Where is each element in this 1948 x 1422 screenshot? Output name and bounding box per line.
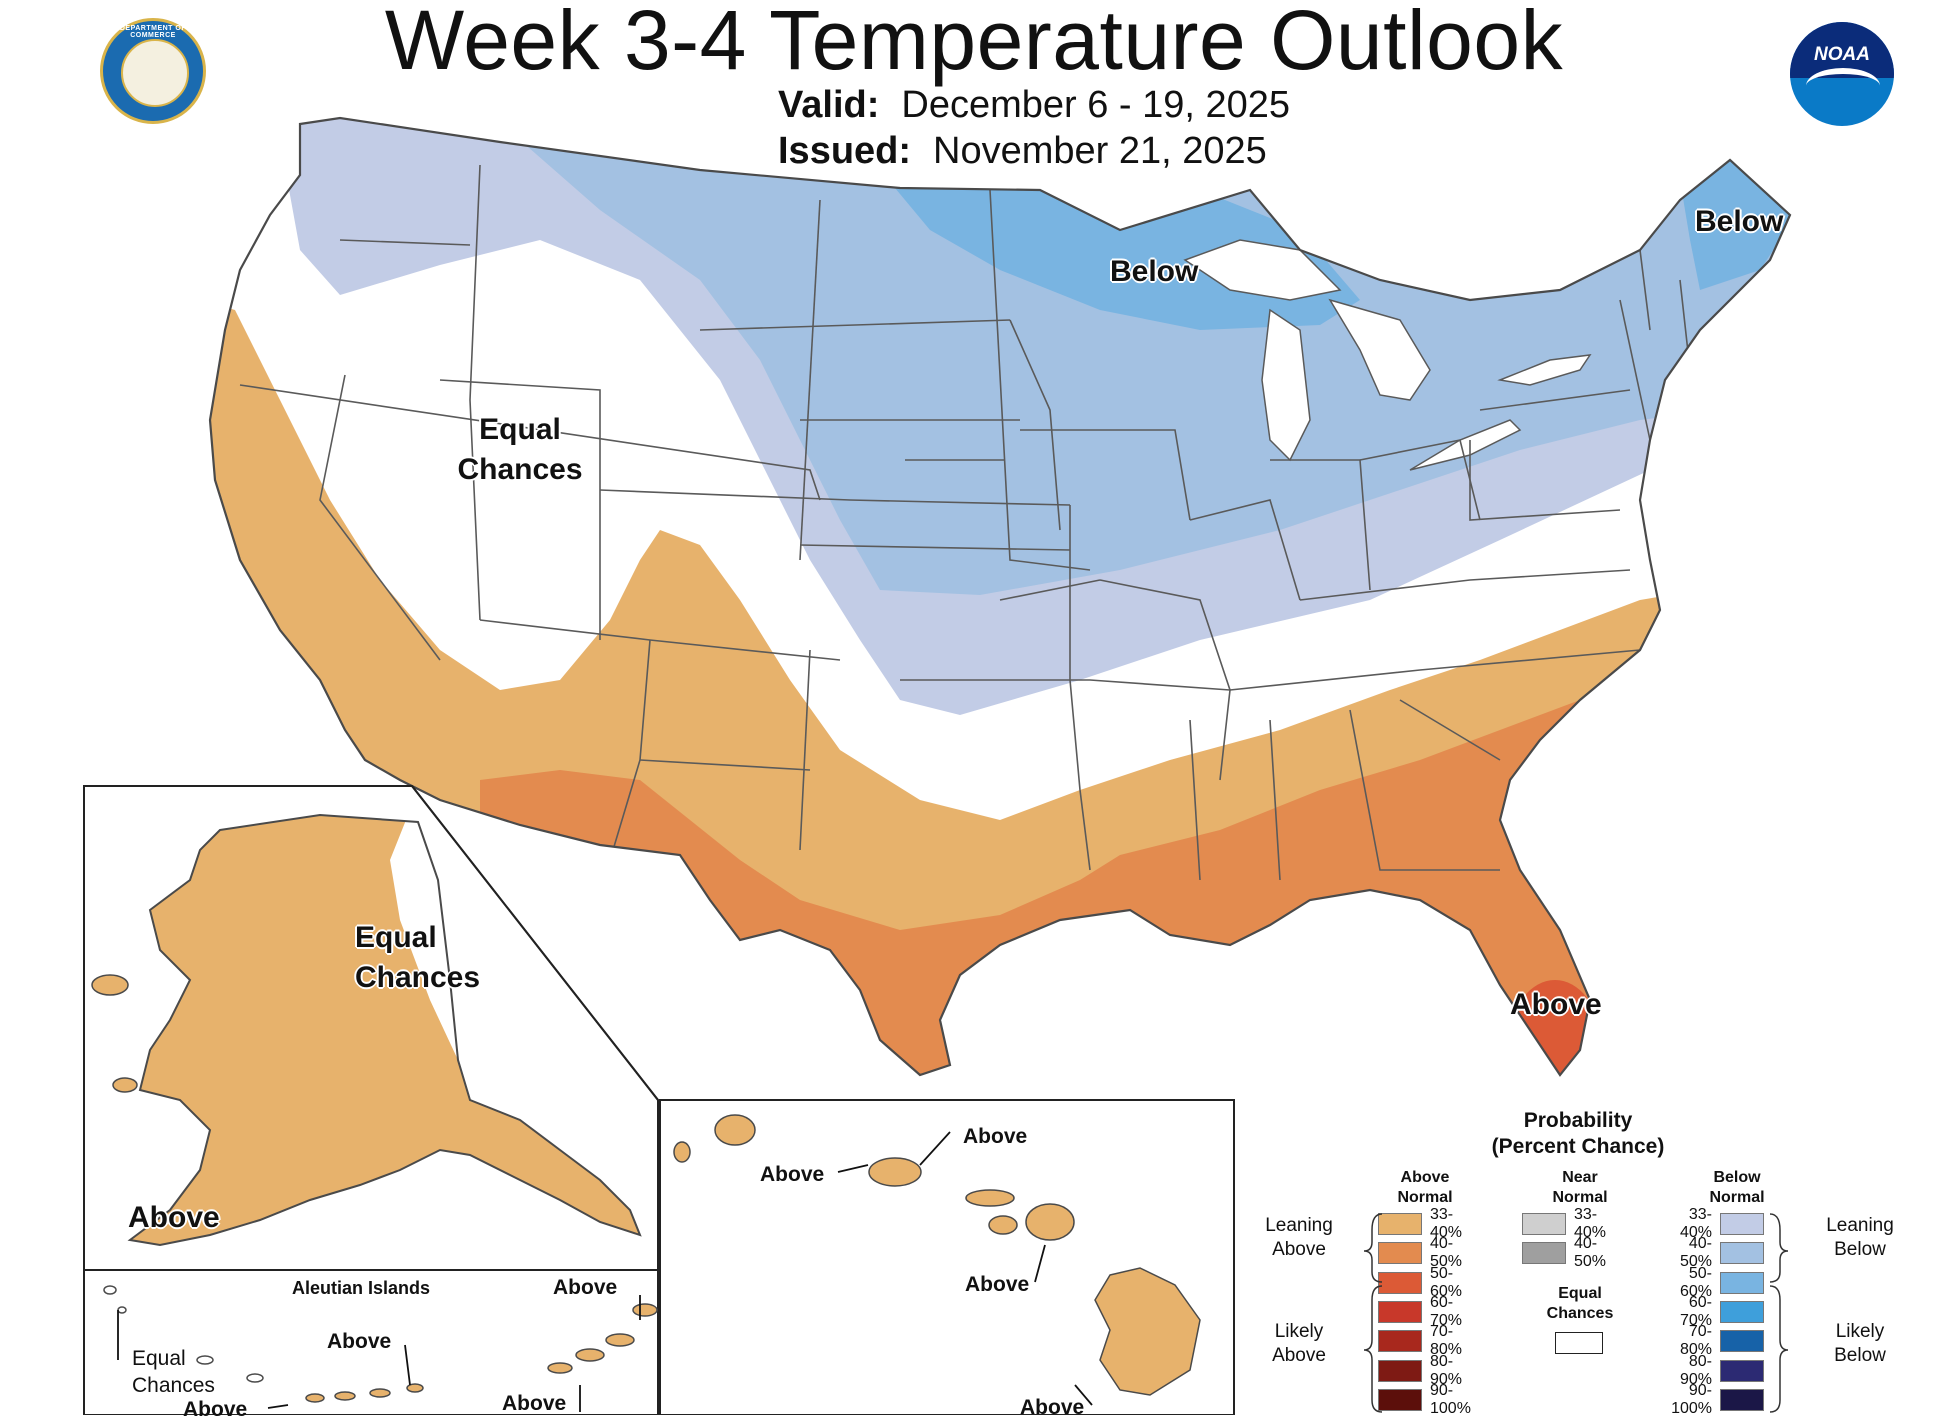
aleutian-above-east-label: Above [553, 1276, 618, 1299]
legend-equal-chances-label: Equal Chances [1546, 1285, 1614, 1322]
legend-below-label: 80-90% [1679, 1352, 1712, 1388]
legend-title: Probability (Percent Chance) [1491, 1109, 1665, 1158]
issued-line: Issued: November 21, 2025 [778, 130, 1267, 173]
legend-above-label: 33-40% [1430, 1206, 1463, 1241]
department-of-commerce-seal-icon: DEPARTMENT OF COMMERCE [100, 18, 206, 124]
legend-above-label: 90-100% [1430, 1381, 1471, 1417]
legend-above-row: 33-40% [1378, 1206, 1492, 1241]
hawaii-above-maui-label: Above [965, 1273, 1030, 1296]
valid-dates: December 6 - 19, 2025 [901, 84, 1291, 126]
legend-near-label: 40-50% [1574, 1235, 1607, 1271]
legend-likely-above: Likely Above [1272, 1321, 1326, 1366]
aleutian-above-bottom-label: Above [502, 1392, 567, 1415]
legend-likely-below: Likely Below [1834, 1321, 1886, 1366]
valid-label: Valid: [778, 84, 880, 126]
legend-below-normal-heading: Below Normal [1709, 1169, 1765, 1206]
legend-above-label: 80-90% [1430, 1352, 1463, 1388]
alaska-equal-chances-label: Equal Chances [355, 921, 481, 994]
legend-below-label: 50-60% [1679, 1264, 1712, 1300]
legend-near-swatch [1522, 1242, 1566, 1265]
alaska-above-label: Above [128, 1201, 220, 1234]
issued-label: Issued: [778, 130, 912, 172]
legend-below-label: 70-80% [1679, 1323, 1712, 1359]
legend-above-row: 50-60% [1378, 1265, 1492, 1300]
legend-above-swatch [1378, 1213, 1422, 1235]
legend-below-swatch [1720, 1359, 1764, 1382]
legend-near-label: 33-40% [1574, 1206, 1607, 1241]
hawaii-above-oahu-right-label: Above [963, 1125, 1028, 1148]
legend-above-swatch [1378, 1388, 1422, 1411]
legend-above-label: 70-80% [1430, 1323, 1463, 1359]
legend-below-swatch [1720, 1300, 1764, 1323]
legend-leaning-below: Leaning Below [1826, 1215, 1894, 1260]
legend-near-normal-heading: Near Normal [1552, 1169, 1608, 1206]
legend-below-row: 80-90% [1650, 1353, 1764, 1388]
legend-above-label: 40-50% [1430, 1235, 1463, 1271]
legend-below-label: 60-70% [1679, 1293, 1712, 1329]
conus-below-north-label: Below [1110, 255, 1199, 288]
seal-text: DEPARTMENT OF COMMERCE [119, 25, 187, 39]
map-title: Week 3-4 Temperature Outlook [384, 0, 1564, 87]
conus-equal-chances-label: Equal Chances [457, 413, 583, 486]
legend-above-swatch [1378, 1300, 1422, 1323]
conus-below-northeast-label: Below [1695, 205, 1784, 238]
legend-below-row: 90-100% [1650, 1382, 1764, 1417]
legend-above-row: 80-90% [1378, 1353, 1492, 1388]
issued-date: November 21, 2025 [933, 130, 1267, 172]
legend-above-row: 40-50% [1378, 1235, 1492, 1270]
noaa-logo-text: NOAA [1814, 44, 1870, 65]
legend-above-swatch [1378, 1359, 1422, 1382]
legend-below-swatch [1720, 1213, 1764, 1235]
conus-above-florida-label: Above [1510, 988, 1602, 1021]
legend-above-row: 90-100% [1378, 1382, 1492, 1417]
hawaii-above-oahu-left-label: Above [760, 1163, 825, 1186]
hawaii-above-bigisland-label: Above [1020, 1396, 1085, 1419]
legend-near-row: 33-40% [1522, 1206, 1636, 1241]
legend-below-row: 40-50% [1650, 1235, 1764, 1270]
legend-below-swatch [1720, 1271, 1764, 1294]
legend-near-swatch [1522, 1213, 1566, 1235]
legend-below-row: 50-60% [1650, 1265, 1764, 1300]
noaa-logo-icon: NOAA [1790, 22, 1894, 126]
legend-above-label: 60-70% [1430, 1293, 1463, 1329]
legend-below-row: 60-70% [1650, 1294, 1764, 1329]
legend-below-row: 70-80% [1650, 1323, 1764, 1358]
legend-above-row: 60-70% [1378, 1294, 1492, 1329]
legend-below-label: 40-50% [1679, 1235, 1712, 1271]
legend-above-swatch [1378, 1242, 1422, 1265]
legend-below-row: 33-40% [1650, 1206, 1764, 1241]
legend-below-swatch [1720, 1330, 1764, 1353]
legend-above-row: 70-80% [1378, 1323, 1492, 1358]
legend-equal-chances-swatch [1555, 1332, 1603, 1354]
legend-below-swatch [1720, 1242, 1764, 1265]
legend-below-label: 90-100% [1671, 1381, 1712, 1417]
legend-below-swatch [1720, 1388, 1764, 1411]
aleutian-above-mid-label: Above [327, 1330, 392, 1353]
legend-leaning-above: Leaning Above [1265, 1215, 1333, 1260]
aleutian-above-west-label: Above [183, 1398, 248, 1421]
legend-above-swatch [1378, 1271, 1422, 1294]
legend-above-normal-heading: Above Normal [1397, 1169, 1453, 1206]
legend-below-label: 33-40% [1679, 1206, 1712, 1241]
aleutian-equal-chances-label: Equal Chances [132, 1347, 215, 1397]
valid-line: Valid: December 6 - 19, 2025 [778, 84, 1290, 127]
seal-emblem [121, 39, 189, 107]
aleutian-title: Aleutian Islands [292, 1278, 431, 1298]
legend-above-label: 50-60% [1430, 1264, 1463, 1300]
legend-near-row: 40-50% [1522, 1235, 1636, 1270]
legend-above-swatch [1378, 1330, 1422, 1353]
